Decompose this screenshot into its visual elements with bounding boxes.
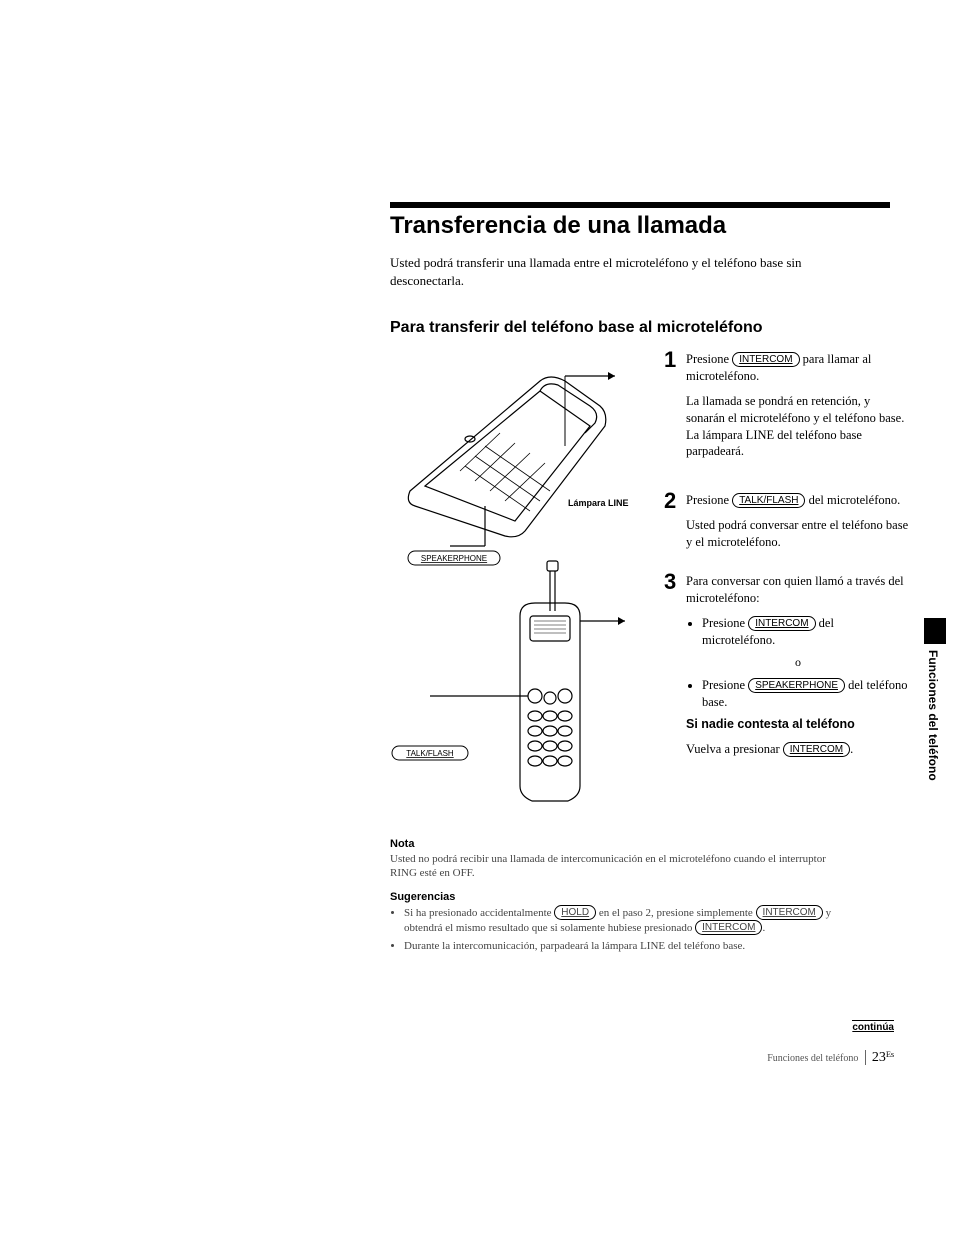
step3-line1: Para conversar con quien llamó a través … bbox=[686, 573, 910, 607]
hold-button-icon: HOLD bbox=[554, 905, 596, 920]
svg-text:SPEAKERPHONE: SPEAKERPHONE bbox=[421, 554, 487, 563]
intercom-button-icon: INTERCOM bbox=[732, 352, 799, 367]
page-content: Transferencia de una llamada Usted podrá… bbox=[390, 202, 910, 958]
step3-bullet1: Presione INTERCOM del microteléfono. bbox=[702, 615, 910, 649]
no-answer-head: Si nadie contesta al teléfono bbox=[686, 716, 910, 733]
step-number: 1 bbox=[664, 347, 676, 373]
side-tab-label: Funciones del teléfono bbox=[926, 650, 940, 781]
intercom-button-icon: INTERCOM bbox=[783, 742, 850, 757]
speakerphone-button-icon: SPEAKERPHONE bbox=[748, 678, 845, 693]
step-2: 2 Presione TALK/FLASH del microteléfono.… bbox=[664, 492, 910, 551]
sugerencias-head: Sugerencias bbox=[390, 891, 850, 903]
step3-bullets: Presione INTERCOM del microteléfono. bbox=[686, 615, 910, 649]
base-phone-icon bbox=[408, 372, 615, 546]
nota-block: Nota Usted no podrá recibir una llamada … bbox=[390, 838, 850, 953]
no-answer-body: Vuelva a presionar INTERCOM. bbox=[686, 741, 910, 758]
step2-line1: Presione TALK/FLASH del microteléfono. bbox=[686, 492, 910, 509]
page-number: 23ᴱˢ bbox=[865, 1050, 894, 1065]
step1-para2: La llamada se pondrá en retención, y son… bbox=[686, 393, 910, 461]
title-rule bbox=[390, 202, 890, 208]
step-3: 3 Para conversar con quien llamó a travé… bbox=[664, 573, 910, 758]
footer-label: Funciones del teléfono bbox=[767, 1053, 858, 1064]
nota-body: Usted no podrá recibir una llamada de in… bbox=[390, 852, 850, 881]
footer: Funciones del teléfono 23ᴱˢ bbox=[767, 1050, 894, 1066]
or-separator: o bbox=[686, 654, 910, 670]
intercom-button-icon: INTERCOM bbox=[748, 616, 815, 631]
nota-head: Nota bbox=[390, 838, 850, 850]
step3-bullets-2: Presione SPEAKERPHONE del teléfono base. bbox=[686, 677, 910, 711]
step1-line1: Presione INTERCOM para llamar al microte… bbox=[686, 351, 910, 385]
step3-bullet2: Presione SPEAKERPHONE del teléfono base. bbox=[702, 677, 910, 711]
continua-label: continúa bbox=[852, 1020, 894, 1033]
step-1: 1 Presione INTERCOM para llamar al micro… bbox=[664, 351, 910, 460]
diagram-column: Lámpara LINE SPEAKERPHONE bbox=[390, 351, 640, 816]
sugerencias-list: Si ha presionado accidentalmente HOLD en… bbox=[390, 905, 850, 954]
intro-text: Usted podrá transferir una llamada entre… bbox=[390, 254, 860, 289]
phone-diagram: Lámpara LINE SPEAKERPHONE bbox=[390, 351, 640, 811]
diagram-and-steps: Lámpara LINE SPEAKERPHONE bbox=[390, 351, 910, 816]
intercom-button-icon: INTERCOM bbox=[695, 920, 762, 935]
talkflash-button-icon: TALK/FLASH bbox=[732, 493, 805, 508]
page-title: Transferencia de una llamada bbox=[390, 212, 910, 240]
intercom-button-icon: INTERCOM bbox=[756, 905, 823, 920]
lamp-line-label: Lámpara LINE bbox=[568, 498, 629, 508]
side-tab-marker bbox=[924, 618, 946, 644]
step-number: 3 bbox=[664, 569, 676, 595]
section-subhead: Para transferir del teléfono base al mic… bbox=[390, 319, 910, 337]
handset-icon bbox=[430, 561, 625, 801]
speakerphone-button-icon: SPEAKERPHONE bbox=[408, 551, 500, 565]
step-number: 2 bbox=[664, 488, 676, 514]
step2-para2: Usted podrá conversar entre el teléfono … bbox=[686, 517, 910, 551]
sugerencia-2: Durante la intercomunicación, parpadeará… bbox=[404, 939, 850, 953]
talkflash-button-icon: TALK/FLASH bbox=[392, 746, 468, 760]
sugerencia-1: Si ha presionado accidentalmente HOLD en… bbox=[404, 905, 850, 936]
svg-text:TALK/FLASH: TALK/FLASH bbox=[406, 749, 454, 758]
steps-column: 1 Presione INTERCOM para llamar al micro… bbox=[664, 351, 910, 816]
